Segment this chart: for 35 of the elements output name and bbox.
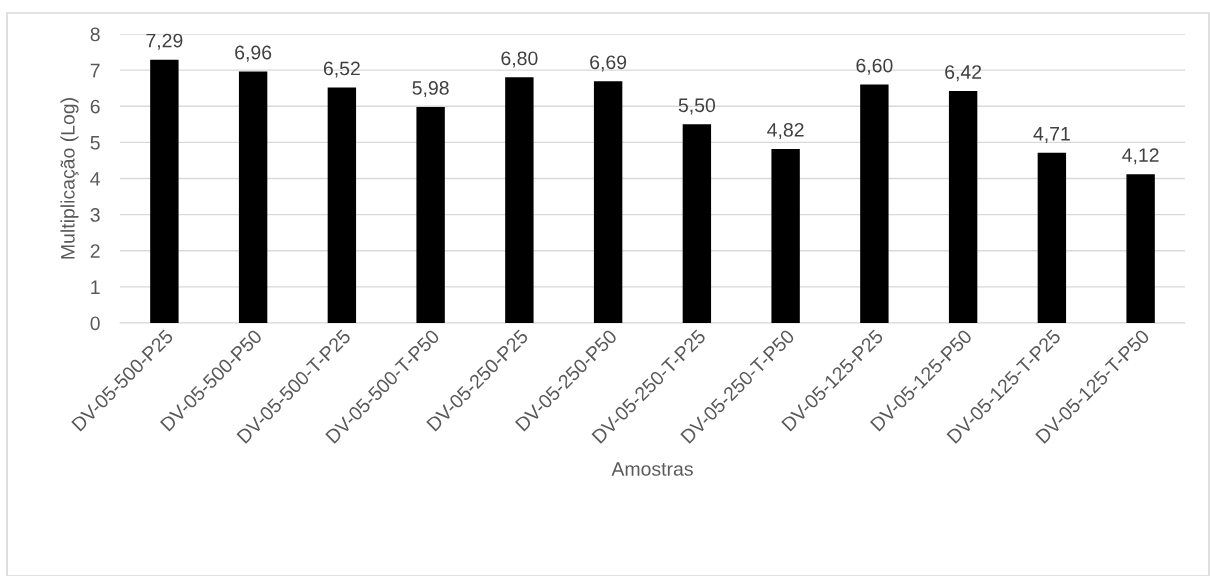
- bar: [682, 124, 712, 323]
- data-label: 6,69: [590, 55, 627, 72]
- bar: [238, 71, 268, 323]
- y-axis-title: Multiplicação (Log): [60, 98, 79, 259]
- data-label: 6,96: [235, 45, 272, 62]
- y-tick-label: 3: [90, 208, 100, 222]
- bar: [771, 148, 800, 323]
- data-label: 6,60: [856, 58, 893, 75]
- data-label: 6,80: [501, 51, 538, 68]
- bar: [327, 87, 357, 323]
- data-label: 6,42: [945, 65, 982, 82]
- data-label: 4,71: [1033, 127, 1070, 143]
- y-tick-label: 4: [90, 172, 100, 186]
- bar: [505, 77, 534, 323]
- bar: [860, 84, 889, 323]
- bar: [150, 59, 179, 323]
- y-tick-label: 2: [90, 244, 100, 258]
- y-tick-label: 0: [90, 316, 100, 331]
- bar: [416, 106, 445, 323]
- data-label: 5,50: [678, 98, 716, 115]
- y-tick-label: 5: [90, 136, 100, 150]
- data-label: 4,82: [767, 122, 804, 139]
- data-label: 5,98: [412, 81, 449, 98]
- x-axis-title: Amostras: [611, 462, 693, 476]
- y-tick-label: 8: [90, 27, 100, 42]
- y-tick-label: 1: [91, 280, 100, 294]
- data-label: 4,12: [1122, 148, 1159, 165]
- y-tick-label: 7: [90, 63, 100, 78]
- data-label: 7,29: [146, 33, 183, 50]
- bar: [1037, 152, 1067, 323]
- y-tick-label: 6: [90, 99, 100, 114]
- bar: [1126, 174, 1155, 323]
- data-label: 6,52: [323, 61, 360, 78]
- bar: [593, 81, 623, 323]
- bar: [948, 91, 978, 323]
